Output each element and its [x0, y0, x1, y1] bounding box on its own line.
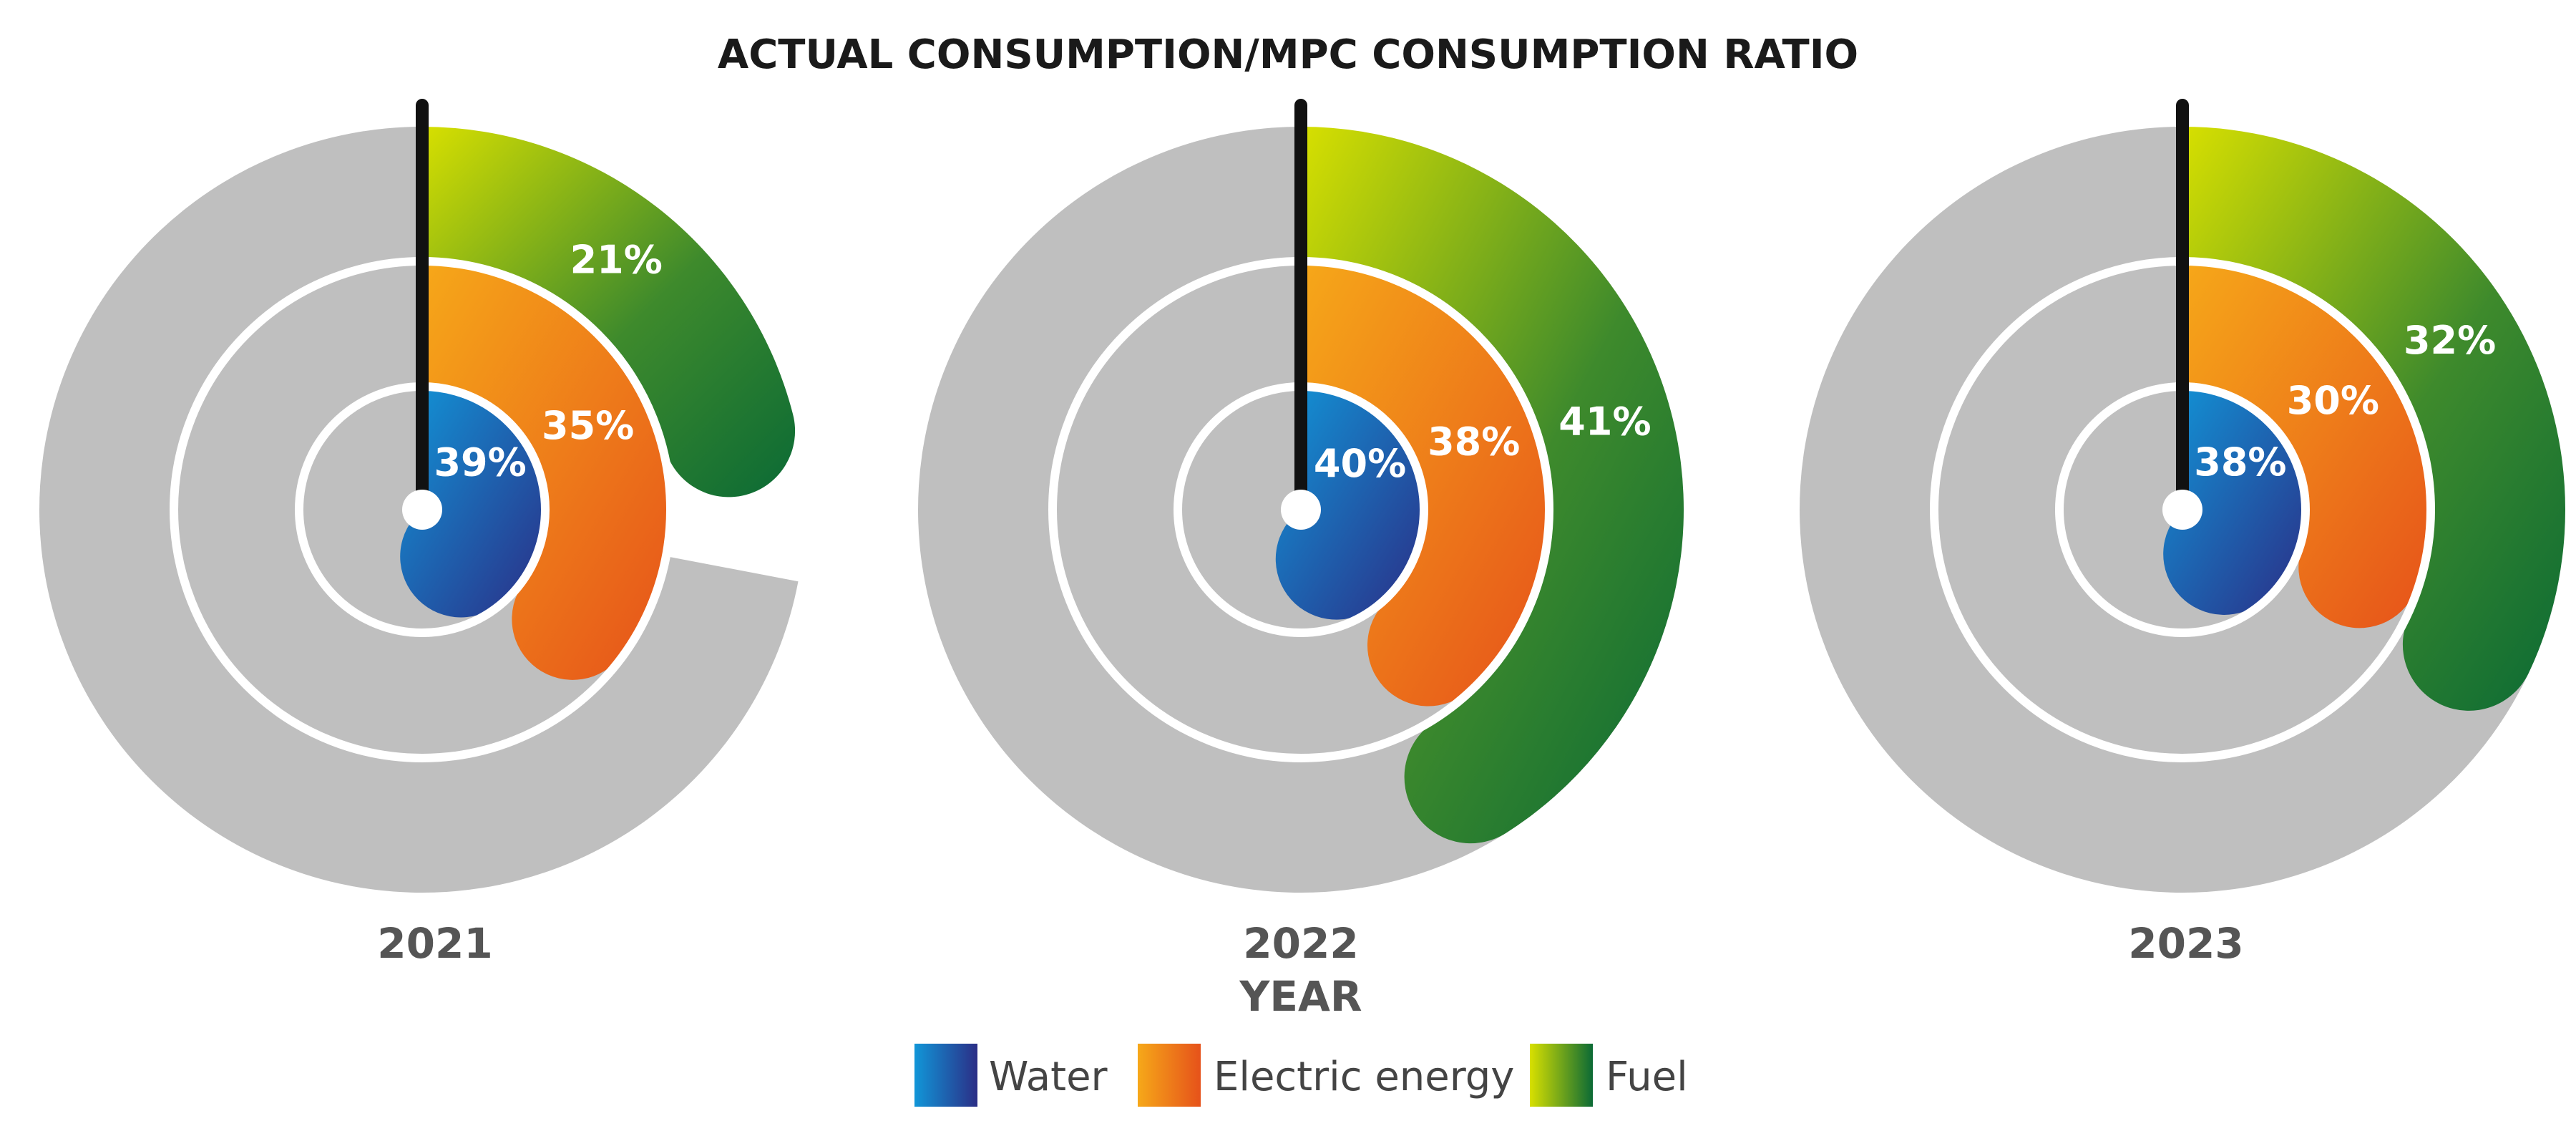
hub-2022: [1281, 490, 1321, 530]
bar-fuel-2022: [1301, 127, 1684, 844]
legend-label-electric-energy: Electric energy: [1214, 1054, 1514, 1100]
bar-water-2022: [1275, 388, 1423, 620]
bar-electric-energy-2023: [2182, 263, 2429, 628]
legend-swatch-fuel: [1530, 1044, 1593, 1107]
radial-chart-2022: 40% 38% 41%: [918, 99, 1684, 893]
data-label-fuel-2023: 32%: [2404, 318, 2496, 363]
legend-swatch-water: [914, 1044, 977, 1107]
bar-fuel-2021: [422, 127, 796, 498]
x-axis-label: YEAR: [1239, 972, 1362, 1021]
radial-chart-2023: 38%30% 32%: [1800, 99, 2565, 893]
hub-2023: [2162, 490, 2202, 530]
ring-background-fuel-2023: [1800, 127, 2559, 893]
bar-water-2021: [400, 388, 544, 618]
ring-background-fuel-2021: [39, 127, 799, 893]
tick-label-2021: 2021: [377, 919, 492, 968]
bar-fuel-2023: [2182, 127, 2565, 711]
radial-chart-2021: 39% 35% 21%: [39, 99, 799, 893]
legend-label-water: Water: [989, 1054, 1108, 1100]
bar-water-2023: [2163, 388, 2304, 615]
data-label-electric-energy-2021: 35%: [542, 403, 634, 448]
data-label-fuel-2021: 21%: [570, 237, 663, 282]
data-label-fuel-2022: 41%: [1558, 399, 1651, 445]
data-label-electric-energy-2023: 30%: [2287, 378, 2379, 423]
legend-swatch-electric-energy: [1138, 1044, 1201, 1107]
hub-2021: [402, 490, 442, 530]
data-label-water-2023: 38%: [2194, 440, 2286, 485]
ring-background-electric-energy-2023: [1936, 263, 2425, 757]
tick-label-2022: 2022: [1243, 919, 1358, 968]
data-label-electric-energy-2022: 38%: [1428, 419, 1520, 464]
bar-electric-energy-2021: [422, 263, 670, 680]
chart-title: ACTUAL CONSUMPTION/MPC CONSUMPTION RATIO: [718, 31, 1858, 78]
legend-label-fuel: Fuel: [1606, 1054, 1688, 1100]
data-label-water-2022: 40%: [1314, 441, 1406, 486]
data-label-water-2021: 39%: [434, 440, 526, 485]
tick-label-2023: 2023: [2128, 919, 2243, 968]
legend: Water Electric energy Fuel: [914, 1044, 1688, 1107]
